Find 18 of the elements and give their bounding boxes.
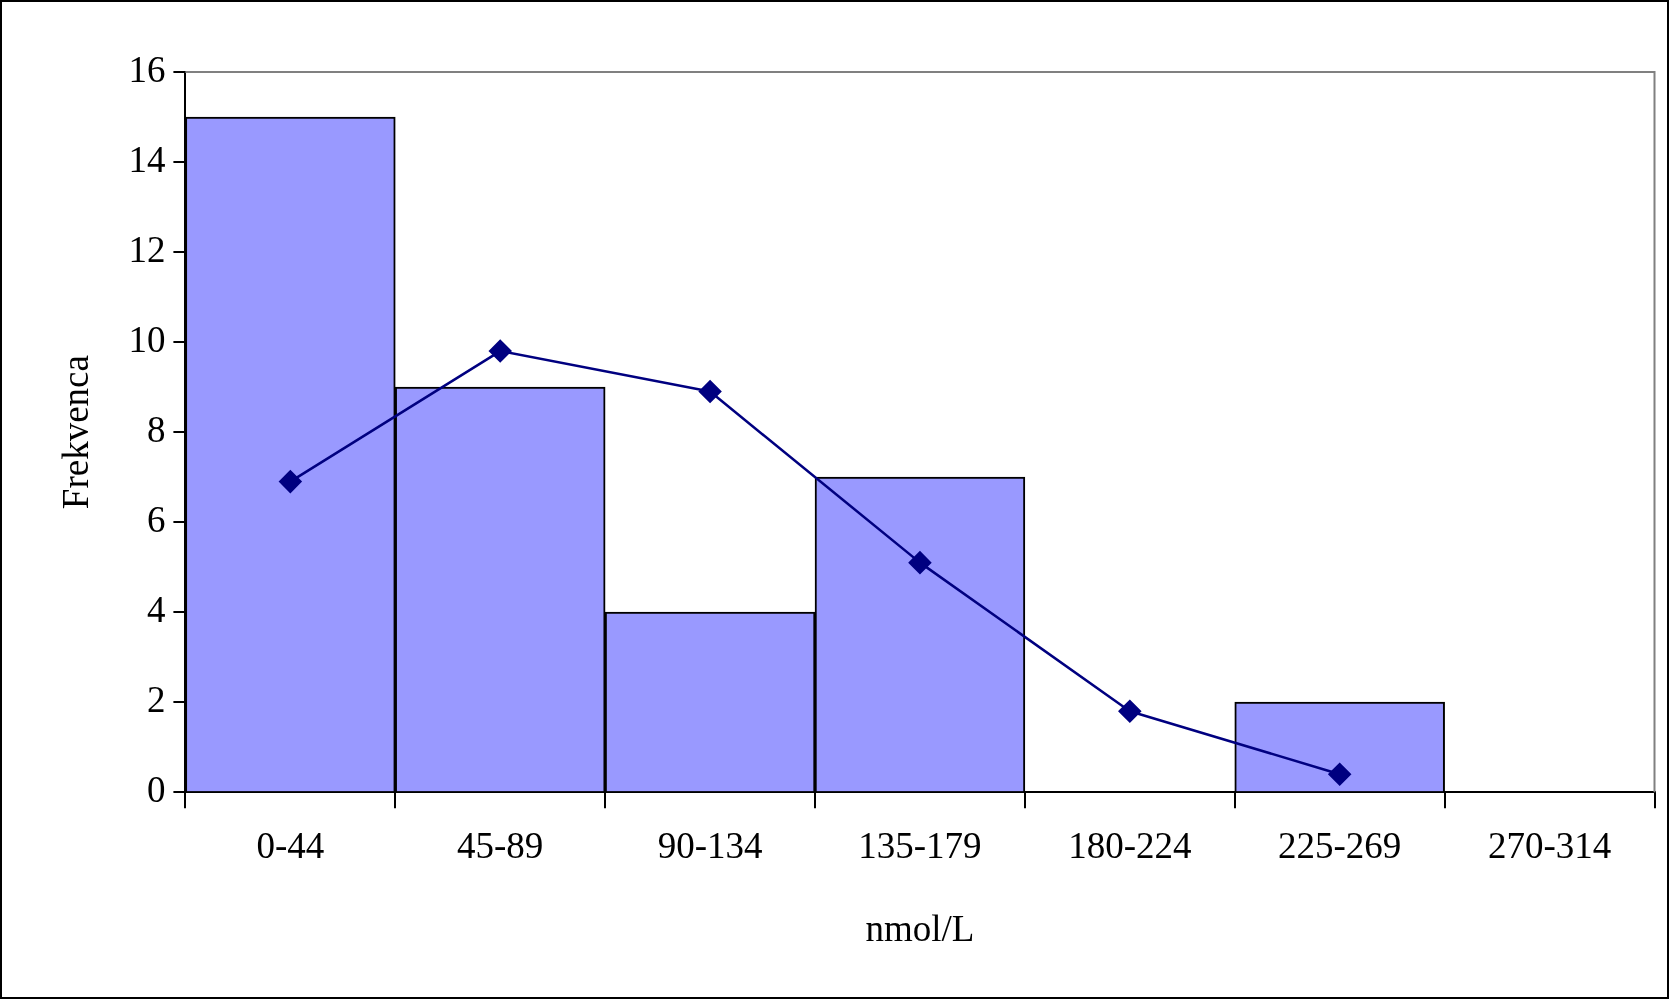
y-axis-title: Frekvenca [54,355,96,510]
x-tick-label: 90-134 [657,825,763,867]
x-tick-label: 270-314 [1487,825,1612,867]
y-tick-label: 8 [146,408,166,450]
y-tick-label: 2 [146,678,166,720]
x-tick-label: 45-89 [457,825,544,867]
x-tick-label: 180-224 [1068,825,1192,867]
x-tick-label: 225-269 [1278,825,1402,867]
y-tick-label: 12 [128,228,166,270]
y-tick-label: 4 [146,588,166,630]
x-axis-title: nmol/L [865,907,975,949]
x-tick-label: 0-44 [256,825,325,867]
y-tick-label: 16 [128,48,166,90]
y-tick-label: 6 [146,498,166,540]
y-tick-label: 0 [146,768,166,810]
y-tick-label: 10 [128,318,166,360]
y-tick-label: 14 [128,138,166,180]
x-tick-label: 135-179 [858,825,982,867]
